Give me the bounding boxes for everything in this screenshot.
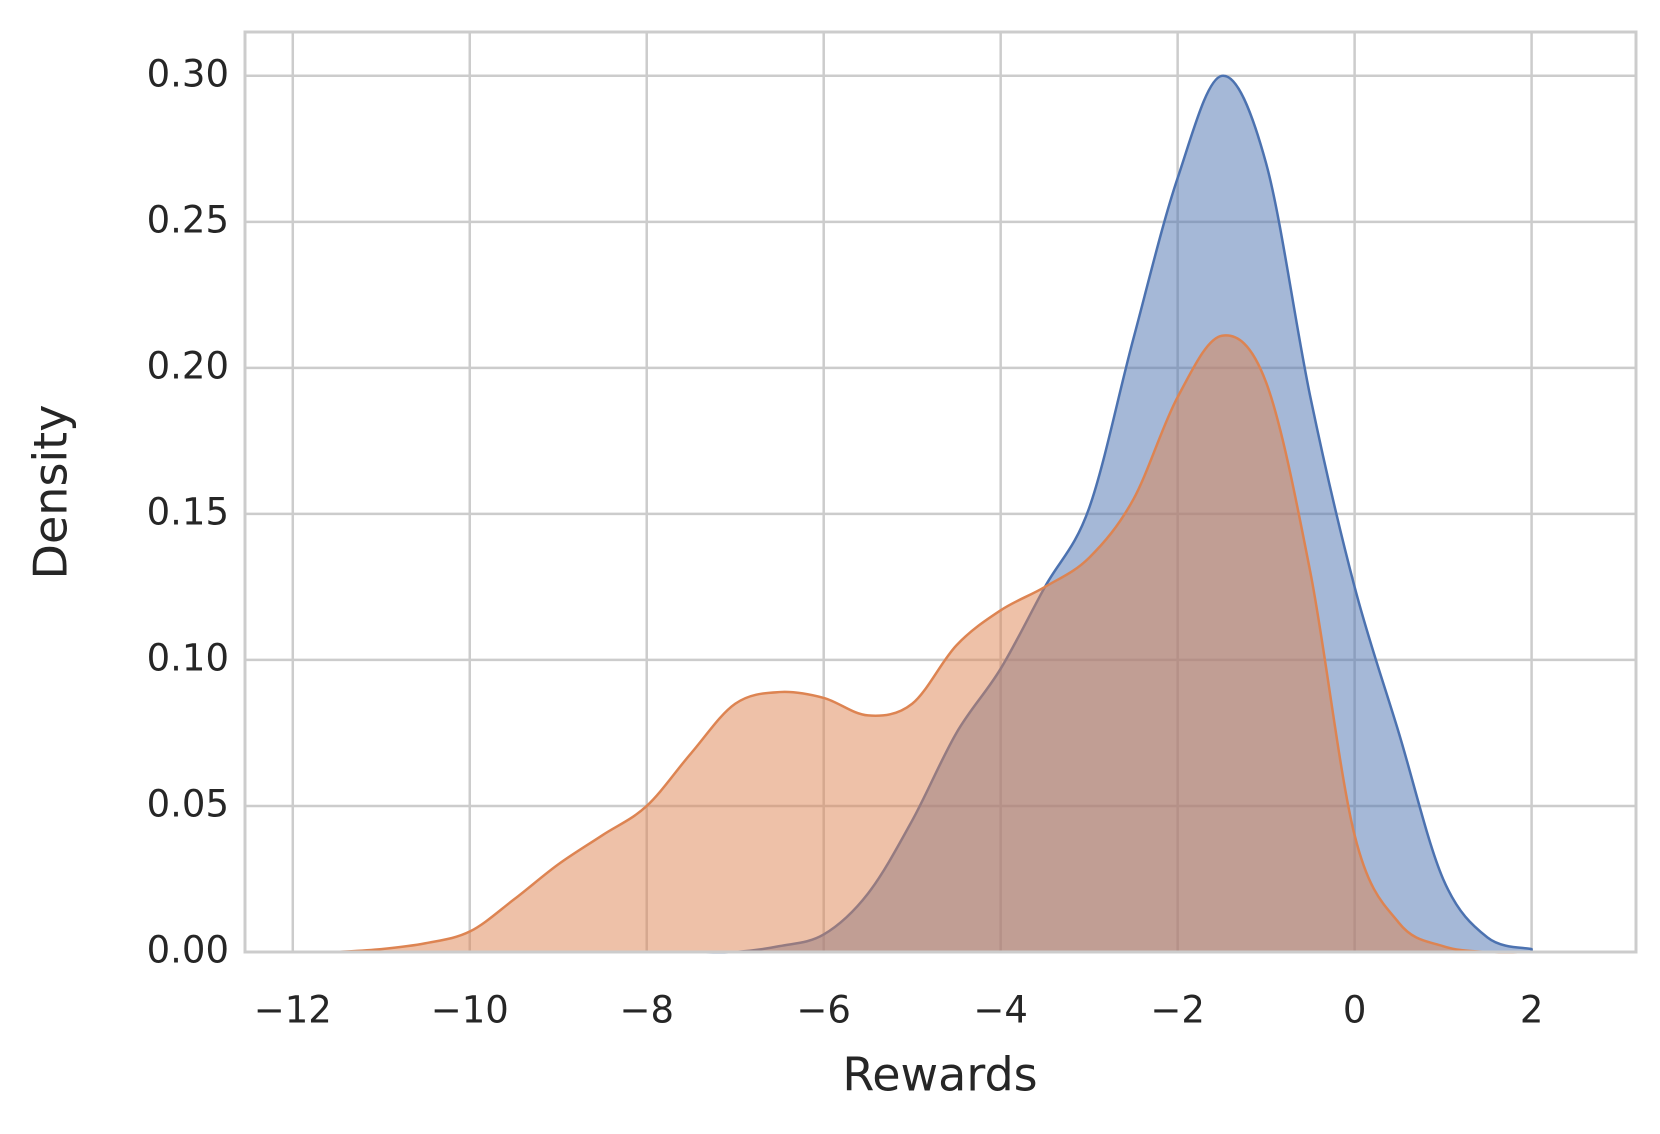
x-tick-label: −10 (431, 989, 509, 1032)
x-tick-label: 2 (1520, 989, 1544, 1032)
x-tick-label: −4 (973, 989, 1028, 1032)
y-axis-label: Density (24, 405, 78, 580)
x-tick-label: −8 (619, 989, 674, 1032)
areas (335, 74, 1533, 954)
y-tick-label: 0.10 (147, 636, 229, 679)
x-tick-label: −12 (254, 989, 332, 1032)
x-tick-label: 0 (1343, 989, 1367, 1032)
y-tick-label: 0.15 (147, 490, 229, 533)
density-area (335, 334, 1533, 954)
y-tick-label: 0.20 (147, 344, 229, 387)
y-tick-label: 0.00 (147, 929, 229, 972)
y-tick-label: 0.05 (147, 782, 229, 825)
y-tick-label: 0.30 (147, 52, 229, 95)
x-axis-label: Rewards (842, 1048, 1037, 1102)
plot-frame (243, 30, 1638, 954)
x-tick-label: −6 (796, 989, 851, 1032)
y-tick-label: 0.25 (147, 198, 229, 241)
x-tick-label: −2 (1150, 989, 1205, 1032)
